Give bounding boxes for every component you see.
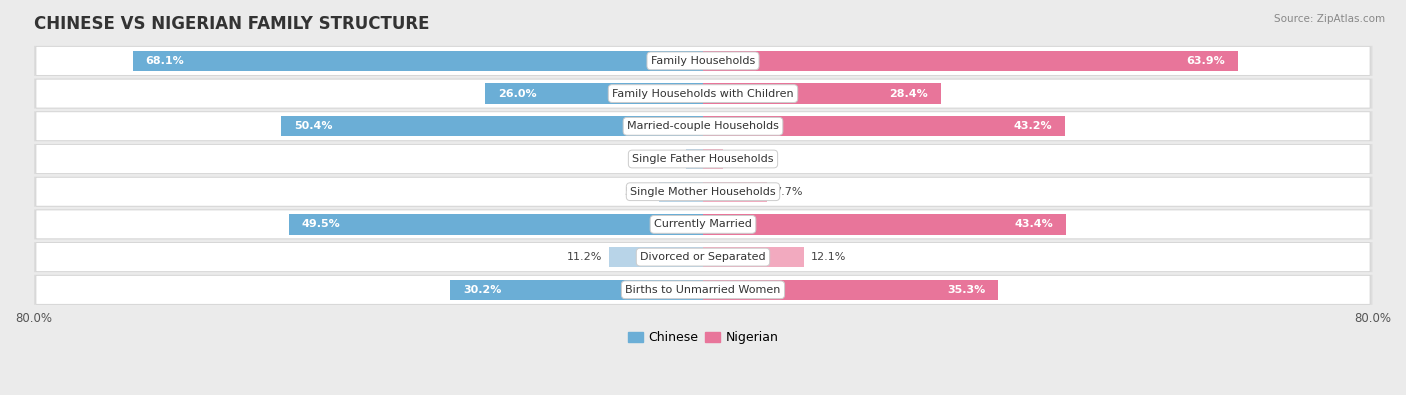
Text: 43.2%: 43.2% (1014, 121, 1052, 131)
Bar (281, 116, 703, 136)
Legend: Chinese, Nigerian: Chinese, Nigerian (623, 326, 783, 349)
Text: Family Households: Family Households (651, 56, 755, 66)
Text: 28.4%: 28.4% (890, 88, 928, 99)
Text: Single Father Households: Single Father Households (633, 154, 773, 164)
Text: 63.9%: 63.9% (1187, 56, 1225, 66)
FancyBboxPatch shape (37, 210, 1369, 239)
Bar (134, 51, 703, 71)
Bar (450, 280, 703, 300)
Text: 50.4%: 50.4% (294, 121, 332, 131)
Text: Single Mother Households: Single Mother Households (630, 187, 776, 197)
FancyBboxPatch shape (37, 275, 1369, 304)
Bar (659, 182, 703, 202)
Bar (703, 149, 723, 169)
Bar (703, 51, 1237, 71)
Bar (703, 280, 998, 300)
Text: 68.1%: 68.1% (146, 56, 184, 66)
Bar (609, 247, 703, 267)
Text: 11.2%: 11.2% (567, 252, 603, 262)
Text: Divorced or Separated: Divorced or Separated (640, 252, 766, 262)
Text: Births to Unmarried Women: Births to Unmarried Women (626, 285, 780, 295)
FancyBboxPatch shape (37, 112, 1369, 141)
FancyBboxPatch shape (34, 79, 1372, 109)
FancyBboxPatch shape (34, 242, 1372, 272)
FancyBboxPatch shape (37, 47, 1369, 75)
Bar (703, 116, 1064, 136)
Text: Currently Married: Currently Married (654, 219, 752, 229)
Bar (703, 214, 1066, 235)
Text: 2.4%: 2.4% (730, 154, 758, 164)
FancyBboxPatch shape (34, 177, 1372, 207)
Bar (703, 247, 804, 267)
FancyBboxPatch shape (34, 46, 1372, 76)
Text: CHINESE VS NIGERIAN FAMILY STRUCTURE: CHINESE VS NIGERIAN FAMILY STRUCTURE (34, 15, 429, 33)
Bar (686, 149, 703, 169)
Text: Source: ZipAtlas.com: Source: ZipAtlas.com (1274, 14, 1385, 24)
Text: 43.4%: 43.4% (1015, 219, 1053, 229)
Text: 26.0%: 26.0% (498, 88, 537, 99)
FancyBboxPatch shape (34, 209, 1372, 239)
FancyBboxPatch shape (37, 79, 1369, 108)
FancyBboxPatch shape (37, 177, 1369, 206)
FancyBboxPatch shape (34, 111, 1372, 141)
Bar (485, 83, 703, 104)
Text: 2.0%: 2.0% (651, 154, 679, 164)
Text: 35.3%: 35.3% (948, 285, 986, 295)
FancyBboxPatch shape (37, 243, 1369, 271)
Text: 7.7%: 7.7% (775, 187, 803, 197)
Text: 5.2%: 5.2% (624, 187, 652, 197)
Bar (703, 182, 768, 202)
FancyBboxPatch shape (37, 145, 1369, 173)
FancyBboxPatch shape (34, 275, 1372, 305)
Bar (288, 214, 703, 235)
Text: Family Households with Children: Family Households with Children (612, 88, 794, 99)
Bar (703, 83, 941, 104)
Text: 30.2%: 30.2% (463, 285, 501, 295)
Text: 49.5%: 49.5% (301, 219, 340, 229)
Text: 12.1%: 12.1% (811, 252, 846, 262)
Text: Married-couple Households: Married-couple Households (627, 121, 779, 131)
FancyBboxPatch shape (34, 144, 1372, 174)
